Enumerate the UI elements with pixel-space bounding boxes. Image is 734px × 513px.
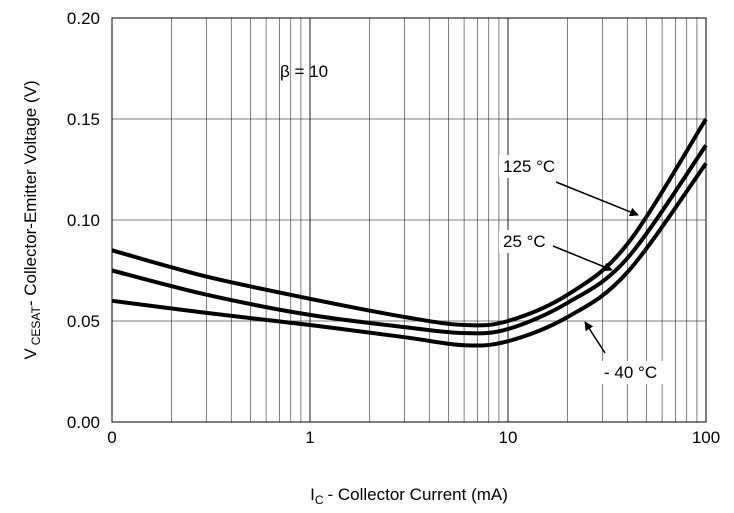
x-tick-label: 10	[499, 428, 518, 447]
y-tick-label: 0.15	[67, 110, 100, 129]
y-tick-label: 0.20	[67, 9, 100, 28]
y-tick-label: 0.10	[67, 211, 100, 230]
series-line-1	[111, 144, 708, 336]
plot-frame	[111, 17, 707, 423]
series-annotations: 125 °C 25 °C - 40 °C	[499, 155, 671, 384]
x-axis-label-sub: C	[315, 493, 324, 507]
series-lines	[111, 117, 708, 348]
x-axis-label-rest: - Collector Current (mA)	[327, 485, 507, 504]
series-label-2: - 40 °C	[604, 363, 657, 382]
x-axis-label: IC - Collector Current (mA)	[310, 485, 508, 507]
y-axis-label-main: V	[21, 348, 40, 360]
series-line-2	[111, 162, 708, 348]
series-arrow-1	[552, 245, 613, 272]
y-axis-label-rest: - Collector-Emitter Voltage (V)	[21, 80, 40, 306]
series-label-bg	[499, 155, 561, 178]
y-tick-label: 0.00	[67, 413, 100, 432]
x-tick-labels: 0 1 10 100	[107, 428, 720, 447]
grid	[112, 18, 706, 422]
y-axis-label: V CESAT- Collector-Emitter Voltage (V)	[21, 80, 43, 359]
beta-annotation: β = 10	[280, 62, 328, 81]
x-tick-label: 1	[305, 428, 314, 447]
y-tick-label: 0.05	[67, 312, 100, 331]
y-axis-label-sub: CESAT	[29, 306, 43, 346]
series-arrow-2	[584, 321, 606, 354]
series-label-0: 125 °C	[503, 157, 555, 176]
series-label-1: 25 °C	[503, 232, 546, 251]
series-label-bg	[600, 361, 671, 384]
series-label-bg	[499, 230, 552, 253]
series-arrow-0	[555, 181, 639, 217]
x-axis-label-main: I	[310, 485, 315, 504]
y-tick-labels: 0.00 0.05 0.10 0.15 0.20	[67, 9, 100, 432]
series-line-0	[111, 117, 708, 328]
x-tick-label: 0	[107, 428, 116, 447]
x-tick-label: 100	[692, 428, 720, 447]
